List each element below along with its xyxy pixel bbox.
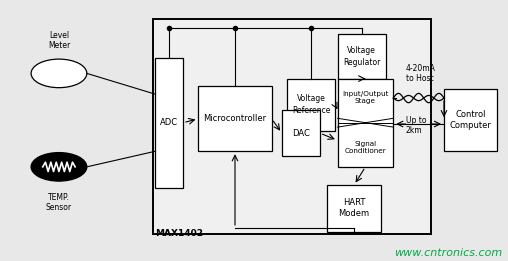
Text: HART
Modem: HART Modem — [338, 198, 370, 218]
Bar — [338, 34, 386, 79]
Bar — [155, 58, 183, 188]
Bar — [328, 185, 380, 232]
Text: 4-20mA
to Host: 4-20mA to Host — [406, 64, 436, 83]
Text: Signal
Conditioner: Signal Conditioner — [344, 141, 386, 154]
Bar — [155, 20, 429, 233]
Text: Voltage
Regulator: Voltage Regulator — [343, 46, 380, 67]
Text: ADC: ADC — [160, 118, 178, 127]
Bar — [282, 110, 320, 156]
Bar — [287, 79, 335, 130]
Text: DAC: DAC — [292, 129, 310, 138]
Circle shape — [31, 59, 87, 88]
Bar — [153, 19, 431, 234]
Text: Voltage
Reference: Voltage Reference — [292, 94, 330, 115]
Text: Input/Output
Stage: Input/Output Stage — [342, 92, 389, 104]
Bar — [198, 86, 272, 151]
Text: Microcontroller: Microcontroller — [203, 114, 267, 123]
Text: Control
Computer: Control Computer — [450, 110, 492, 130]
Text: MAX1402: MAX1402 — [155, 229, 203, 238]
Circle shape — [31, 153, 87, 181]
Text: www.cntronics.com: www.cntronics.com — [394, 248, 502, 258]
Text: Level
Meter: Level Meter — [48, 31, 70, 50]
Bar — [444, 89, 497, 151]
Text: TEMP.
Sensor: TEMP. Sensor — [46, 193, 72, 212]
Text: Up to
2km: Up to 2km — [406, 116, 427, 135]
Bar — [338, 79, 393, 167]
